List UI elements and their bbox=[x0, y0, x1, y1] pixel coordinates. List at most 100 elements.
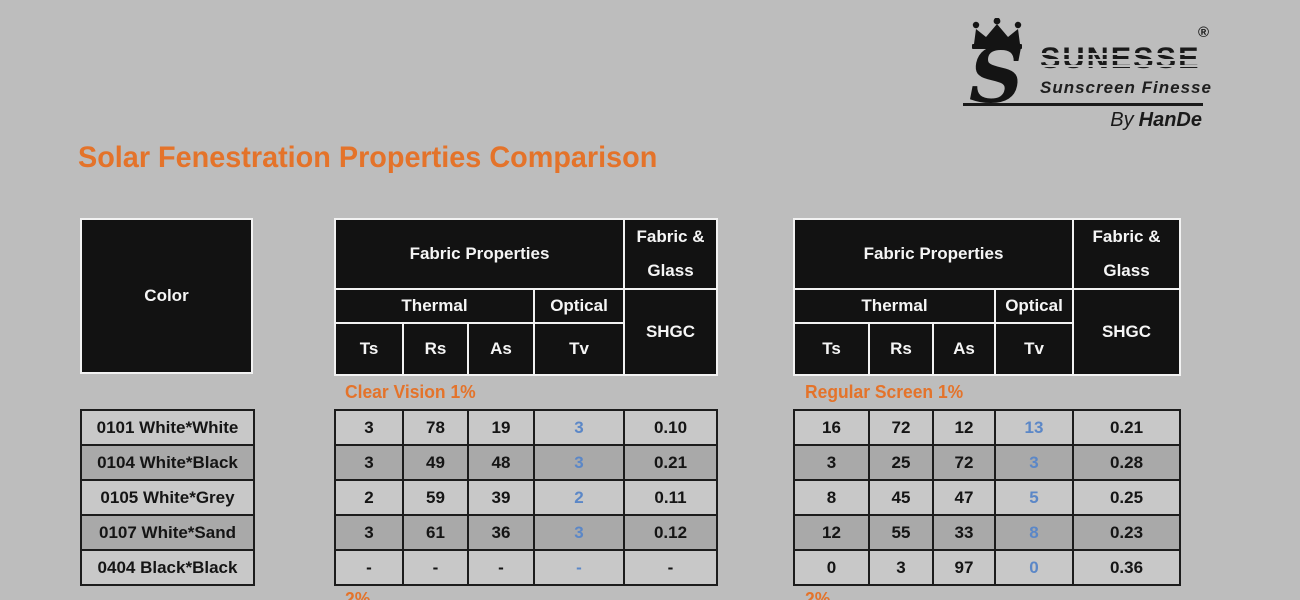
table-row: - - - - - bbox=[334, 549, 718, 586]
color-rows-table: 0101 White*White 0104 White*Black 0105 W… bbox=[80, 409, 255, 586]
wordmark-stripe bbox=[1038, 53, 1235, 55]
data-cell: 0.28 bbox=[1072, 444, 1181, 481]
data-cell-tv: 5 bbox=[994, 479, 1074, 516]
data-cell: 0.21 bbox=[1072, 409, 1181, 446]
data-cell: 48 bbox=[467, 444, 535, 481]
data-cell: 3 bbox=[334, 514, 404, 551]
data-cell-tv: 3 bbox=[533, 409, 625, 446]
data-cell: - bbox=[402, 549, 469, 586]
color-name-cell: 0101 White*White bbox=[80, 409, 255, 446]
data-cell: 55 bbox=[868, 514, 934, 551]
data-cell: 3 bbox=[334, 444, 404, 481]
data-cell: - bbox=[467, 549, 535, 586]
brand-byline: By HanDe bbox=[1110, 109, 1202, 132]
table-row: 2 59 39 2 0.11 bbox=[334, 479, 718, 516]
data-cell: 0.10 bbox=[623, 409, 718, 446]
data-cell-tv: - bbox=[533, 549, 625, 586]
regular-screen-label: Regular Screen 1% bbox=[805, 382, 964, 402]
data-cell: 16 bbox=[793, 409, 870, 446]
data-cell: 0 bbox=[793, 549, 870, 586]
data-cell-tv: 0 bbox=[994, 549, 1074, 586]
data-cell: 8 bbox=[793, 479, 870, 516]
table-row: 3 25 72 3 0.28 bbox=[793, 444, 1181, 481]
data-cell: 25 bbox=[868, 444, 934, 481]
clear-vision-next-section-label: 2% bbox=[345, 589, 371, 600]
color-name-cell: 0107 White*Sand bbox=[80, 514, 255, 551]
data-cell: 39 bbox=[467, 479, 535, 516]
data-cell: 2 bbox=[334, 479, 404, 516]
data-cell: 3 bbox=[793, 444, 870, 481]
table-row: 0404 Black*Black bbox=[80, 549, 255, 586]
rs-header: Rs bbox=[868, 322, 934, 376]
data-cell: 0.12 bbox=[623, 514, 718, 551]
data-cell: 0.36 bbox=[1072, 549, 1181, 586]
clear-vision-data-table: 3 78 19 3 0.10 3 49 48 3 0.21 2 59 39 2 … bbox=[334, 409, 718, 586]
table-row: 0104 White*Black bbox=[80, 444, 255, 481]
data-cell-tv: 2 bbox=[533, 479, 625, 516]
fabric-glass-header: Fabric & Glass bbox=[623, 218, 718, 290]
regular-screen-data-table: 16 72 12 13 0.21 3 25 72 3 0.28 8 45 47 … bbox=[793, 409, 1181, 586]
data-cell: 12 bbox=[793, 514, 870, 551]
brand-wordmark: SUNESSE bbox=[1038, 44, 1235, 78]
color-name-cell: 0404 Black*Black bbox=[80, 549, 255, 586]
data-cell-tv: 3 bbox=[533, 444, 625, 481]
registered-trademark-icon: ® bbox=[1198, 24, 1210, 41]
data-cell: 12 bbox=[932, 409, 996, 446]
table-row: 3 49 48 3 0.21 bbox=[334, 444, 718, 481]
brand-tagline: Sunscreen Finesse bbox=[1040, 78, 1212, 97]
as-header: As bbox=[932, 322, 996, 376]
data-cell-tv: 3 bbox=[533, 514, 625, 551]
table-row: 0101 White*White bbox=[80, 409, 255, 446]
data-cell-tv: 13 bbox=[994, 409, 1074, 446]
wordmark-stripe bbox=[1038, 59, 1235, 61]
tv-header: Tv bbox=[533, 322, 625, 376]
wordmark-stripe bbox=[1038, 65, 1235, 67]
rs-header: Rs bbox=[402, 322, 469, 376]
data-cell: 97 bbox=[932, 549, 996, 586]
regular-screen-header-table: Fabric Properties Fabric & Glass Thermal… bbox=[793, 218, 1181, 376]
data-cell: 3 bbox=[868, 549, 934, 586]
data-cell: 47 bbox=[932, 479, 996, 516]
data-cell: 61 bbox=[402, 514, 469, 551]
table-row: 3 78 19 3 0.10 bbox=[334, 409, 718, 446]
shgc-header: SHGC bbox=[623, 288, 718, 376]
fabric-properties-header: Fabric Properties bbox=[334, 218, 625, 290]
data-cell: 0.25 bbox=[1072, 479, 1181, 516]
data-cell: 3 bbox=[334, 409, 404, 446]
data-cell: 72 bbox=[868, 409, 934, 446]
data-cell-tv: 3 bbox=[994, 444, 1074, 481]
logo-divider bbox=[963, 103, 1203, 106]
ts-header: Ts bbox=[793, 322, 870, 376]
ts-header: Ts bbox=[334, 322, 404, 376]
data-cell: 19 bbox=[467, 409, 535, 446]
data-cell: 78 bbox=[402, 409, 469, 446]
as-header: As bbox=[467, 322, 535, 376]
data-cell: 45 bbox=[868, 479, 934, 516]
clear-vision-header-table: Fabric Properties Fabric & Glass Thermal… bbox=[334, 218, 718, 376]
page-title: Solar Fenestration Properties Comparison bbox=[78, 141, 658, 174]
table-row: 0107 White*Sand bbox=[80, 514, 255, 551]
fabric-glass-header: Fabric & Glass bbox=[1072, 218, 1181, 290]
thermal-header: Thermal bbox=[793, 288, 996, 324]
color-name-cell: 0104 White*Black bbox=[80, 444, 255, 481]
data-cell: 0.23 bbox=[1072, 514, 1181, 551]
color-name-cell: 0105 White*Grey bbox=[80, 479, 255, 516]
regular-screen-next-section-label: 2% bbox=[805, 589, 831, 600]
optical-header: Optical bbox=[533, 288, 625, 324]
data-cell: 0.21 bbox=[623, 444, 718, 481]
color-column-header: Color bbox=[80, 218, 253, 374]
table-row: 0 3 97 0 0.36 bbox=[793, 549, 1181, 586]
svg-text:S: S bbox=[969, 31, 1024, 104]
table-row: 0105 White*Grey bbox=[80, 479, 255, 516]
crown-lion-s-icon: S bbox=[969, 18, 1024, 104]
data-cell: 59 bbox=[402, 479, 469, 516]
table-row: 12 55 33 8 0.23 bbox=[793, 514, 1181, 551]
data-cell: 49 bbox=[402, 444, 469, 481]
data-cell: 33 bbox=[932, 514, 996, 551]
data-cell: - bbox=[623, 549, 718, 586]
table-row: 8 45 47 5 0.25 bbox=[793, 479, 1181, 516]
data-cell: - bbox=[334, 549, 404, 586]
data-cell: 72 bbox=[932, 444, 996, 481]
